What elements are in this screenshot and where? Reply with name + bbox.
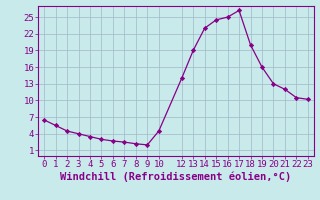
X-axis label: Windchill (Refroidissement éolien,°C): Windchill (Refroidissement éolien,°C) bbox=[60, 172, 292, 182]
